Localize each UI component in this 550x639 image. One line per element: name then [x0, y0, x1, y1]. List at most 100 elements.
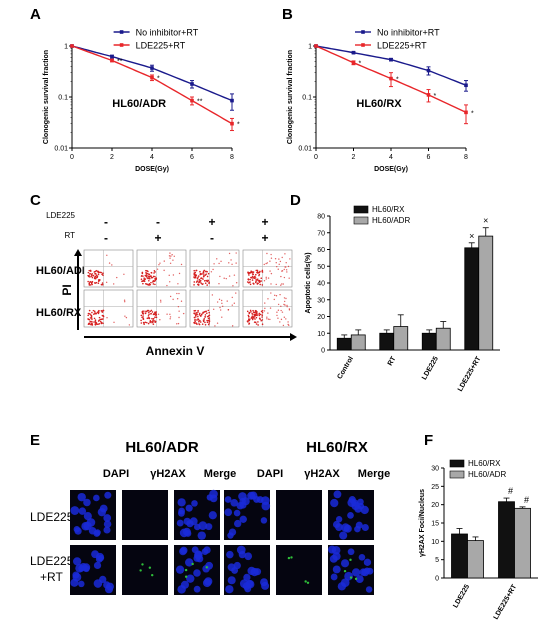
flow-event-dot	[90, 273, 93, 276]
micro-nucleus	[193, 569, 201, 577]
flow-event-dot	[88, 309, 91, 312]
flow-event-dot	[146, 270, 148, 272]
micro-foci	[349, 558, 352, 562]
flow-event-dot	[197, 315, 199, 318]
flow-event-dot	[274, 294, 276, 297]
flow-event-dot	[276, 314, 278, 317]
flow-event-dot	[235, 252, 237, 254]
flow-event-dot	[258, 274, 260, 277]
chart-b-legend-label: No inhibitor+RT	[377, 28, 440, 38]
flow-event-dot	[203, 319, 205, 322]
flow-event-dot	[251, 275, 254, 278]
panel-letter-e: E	[30, 432, 41, 449]
chart-b-series-0-point	[426, 68, 431, 73]
micro-nucleus	[243, 573, 251, 582]
flow-event-dot	[287, 265, 290, 268]
flow-event-dot	[253, 277, 256, 280]
flow-event-dot	[88, 284, 91, 286]
flow-event-dot	[152, 317, 155, 320]
flow-event-dot	[169, 257, 171, 259]
flow-event-dot	[87, 280, 89, 283]
flow-event-dot	[145, 275, 148, 278]
micro-nucleus	[260, 517, 268, 524]
flow-event-dot	[285, 262, 287, 264]
flow-event-dot	[223, 277, 225, 279]
micro-nucleus	[361, 523, 369, 532]
flow-event-dot	[199, 279, 202, 282]
micro-foci	[191, 562, 194, 566]
flow-event-dot	[202, 278, 204, 280]
flow-event-dot	[194, 309, 197, 312]
flow-event-dot	[257, 271, 260, 274]
flow-event-dot	[169, 281, 171, 283]
micro-nucleus	[340, 578, 350, 588]
flow-plot-box	[189, 289, 240, 328]
flow-event-dot	[255, 316, 258, 319]
flow-event-dot	[206, 270, 208, 273]
chart-d-bar-1	[350, 334, 366, 351]
flow-event-dot	[276, 311, 278, 313]
flow-event-dot	[277, 317, 279, 319]
flow-event-dot	[207, 279, 210, 282]
micro-foci	[290, 556, 293, 559]
flow-event-dot	[200, 277, 202, 280]
chart-b-significance-mark: *	[471, 110, 474, 117]
flow-event-dot	[96, 323, 98, 325]
chart-f-category-label: LDE225	[452, 583, 471, 609]
flow-event-dot	[180, 300, 183, 302]
flow-event-dot	[96, 276, 99, 279]
flow-event-dot	[159, 262, 161, 264]
micro-foci	[343, 569, 347, 573]
chart-b-x-tick-label: 6	[427, 154, 431, 161]
chart-d-bar-1	[435, 327, 451, 351]
flow-event-dot	[154, 271, 156, 273]
flow-event-dot	[93, 321, 95, 323]
flow-event-dot	[154, 316, 156, 319]
micro-nucleus	[332, 565, 341, 574]
flow-event-dot	[146, 283, 148, 285]
flow-event-dot	[198, 278, 201, 281]
micro-nucleus	[233, 509, 241, 517]
flow-event-dot	[168, 255, 171, 257]
flow-event-dot	[92, 309, 95, 312]
flow-event-dot	[194, 319, 196, 322]
flow-event-dot	[216, 322, 219, 324]
micro-nucleus	[230, 498, 238, 507]
micro-image-tile	[122, 490, 168, 540]
flow-event-dot	[269, 260, 271, 262]
chart-a-x-tick-label: 2	[110, 154, 114, 161]
flow-event-dot	[141, 316, 143, 319]
flow-event-dot	[149, 320, 152, 323]
flow-event-dot	[249, 283, 252, 286]
micro-nucleus	[332, 520, 341, 529]
flow-event-dot	[280, 309, 282, 312]
flow-event-dot	[248, 312, 251, 315]
chart-d-y-tick-label: 80	[317, 214, 325, 221]
flow-event-dot	[231, 296, 233, 299]
flow-event-dot	[198, 314, 201, 316]
flow-event-dot	[235, 292, 237, 294]
micro-nucleus	[347, 548, 355, 556]
flow-event-dot	[97, 282, 100, 285]
chart-a-x-tick-label: 6	[190, 154, 194, 161]
flow-event-dot	[281, 283, 283, 285]
chart-a-series-0-point	[230, 98, 234, 103]
flow-event-dot	[231, 304, 233, 306]
chart-a-x-label: DOSE(Gy)	[135, 166, 169, 173]
flow-event-dot	[265, 276, 267, 279]
flow-event-dot	[206, 284, 208, 286]
flow-event-dot	[253, 321, 256, 323]
flow-event-dot	[151, 320, 153, 323]
flow-event-dot	[141, 271, 144, 274]
micro-nucleus	[363, 558, 372, 566]
chart-b-series-1-point	[389, 76, 393, 81]
flow-event-dot	[91, 320, 93, 323]
flow-event-dot	[218, 283, 220, 285]
flow-event-dot	[194, 274, 197, 277]
flow-sign-rt: +	[154, 231, 161, 245]
flow-event-dot	[247, 278, 250, 281]
micro-nucleus	[227, 532, 234, 539]
flow-event-dot	[100, 322, 103, 325]
flow-event-dot	[280, 318, 283, 321]
